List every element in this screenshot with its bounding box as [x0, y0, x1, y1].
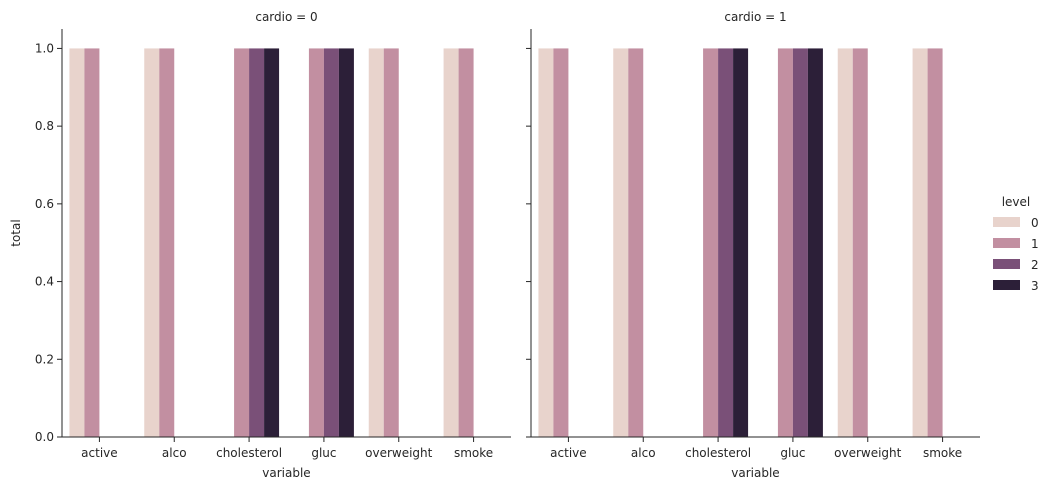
- bar-panel1-cholesterol-level2: [718, 48, 734, 438]
- bar-panel1-gluc-level2: [792, 48, 808, 438]
- bar-panel0-overweight-level0: [368, 48, 384, 438]
- x-tick-label: smoke: [923, 446, 962, 460]
- bar-panel1-cholesterol-level1: [703, 48, 719, 438]
- bar-panel0-cholesterol-level2: [249, 48, 265, 438]
- bar-panel0-overweight-level1: [383, 48, 399, 438]
- legend-title: level: [1002, 195, 1031, 209]
- bar-panel1-gluc-level1: [777, 48, 793, 438]
- panel-title: cardio = 1: [724, 10, 786, 24]
- bar-panel0-smoke-level0: [443, 48, 459, 438]
- x-tick-label: active: [550, 446, 586, 460]
- legend-swatch-level3: [993, 280, 1020, 290]
- x-tick-label: active: [81, 446, 117, 460]
- bar-panel0-alco-level0: [144, 48, 160, 438]
- y-tick-label: 0.4: [35, 275, 54, 289]
- x-tick-label: alco: [631, 446, 656, 460]
- legend-label-level0: 0: [1031, 216, 1039, 230]
- x-axis-label: variable: [731, 466, 779, 480]
- bar-panel1-smoke-level0: [912, 48, 928, 438]
- y-axis-label: total: [9, 219, 23, 246]
- x-tick-label: overweight: [834, 446, 902, 460]
- x-tick-label: alco: [162, 446, 187, 460]
- x-axis-label: variable: [262, 466, 310, 480]
- bar-panel1-alco-level1: [628, 48, 644, 438]
- bar-panel0-gluc-level1: [308, 48, 324, 438]
- bar-panel0-alco-level1: [159, 48, 175, 438]
- bar-panel1-active-level1: [553, 48, 569, 438]
- x-tick-label: gluc: [780, 446, 805, 460]
- legend-swatch-level2: [993, 259, 1020, 269]
- bar-panel1-smoke-level1: [927, 48, 943, 438]
- bar-panel1-active-level0: [538, 48, 554, 438]
- x-tick-label: cholesterol: [216, 446, 282, 460]
- bar-panel1-overweight-level1: [852, 48, 868, 438]
- x-tick-label: overweight: [365, 446, 433, 460]
- x-tick-label: smoke: [454, 446, 493, 460]
- bar-panel0-active-level1: [84, 48, 100, 438]
- x-tick-label: gluc: [311, 446, 336, 460]
- bar-panel1-overweight-level0: [837, 48, 853, 438]
- legend-swatch-level0: [993, 217, 1020, 227]
- y-tick-label: 0.6: [35, 197, 54, 211]
- bar-panel1-gluc-level3: [807, 48, 823, 438]
- y-tick-label: 0.0: [35, 430, 54, 444]
- bar-panel0-gluc-level3: [338, 48, 354, 438]
- bar-panel0-cholesterol-level1: [234, 48, 250, 438]
- y-tick-label: 0.8: [35, 119, 54, 133]
- y-tick-label: 1.0: [35, 41, 54, 55]
- y-tick-label: 0.2: [35, 352, 54, 366]
- bar-panel1-alco-level0: [613, 48, 629, 438]
- bar-panel0-active-level0: [69, 48, 85, 438]
- bar-panel0-cholesterol-level3: [264, 48, 280, 438]
- bar-panel1-cholesterol-level3: [733, 48, 749, 438]
- panel-title: cardio = 0: [255, 10, 317, 24]
- legend-swatch-level1: [993, 238, 1020, 248]
- bar-panel0-smoke-level1: [458, 48, 474, 438]
- bar-panel0-gluc-level2: [323, 48, 339, 438]
- legend-label-level1: 1: [1031, 237, 1039, 251]
- x-tick-label: cholesterol: [685, 446, 751, 460]
- legend-label-level2: 2: [1031, 258, 1039, 272]
- legend-label-level3: 3: [1031, 279, 1039, 293]
